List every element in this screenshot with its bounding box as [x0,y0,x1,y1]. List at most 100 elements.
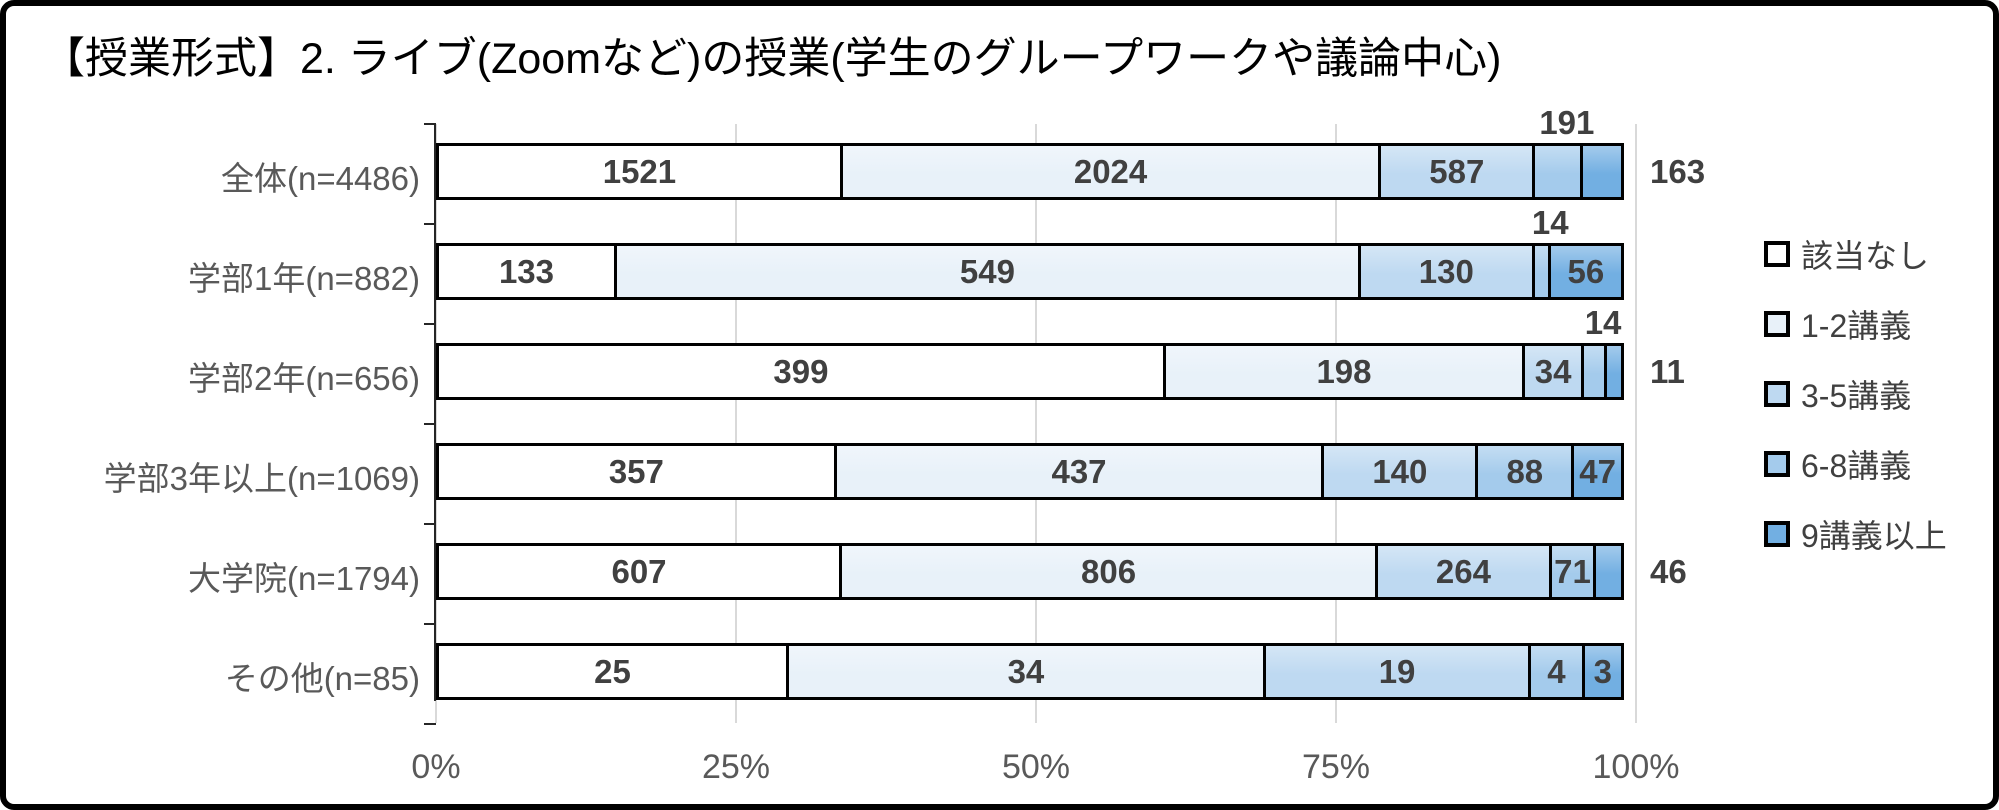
data-label: 140 [1372,452,1428,490]
bar-row: 25 34 19 4 3 [436,643,1636,700]
legend-label: 3-5講義 [1801,378,1912,414]
legend-label: 9講義以上 [1801,518,1947,554]
bar-segment [1532,143,1584,200]
bar-segment: 71 [1548,543,1597,600]
bar-segment: 34 [1522,343,1585,400]
data-label: 264 [1435,552,1491,590]
category-axis-tick [424,223,436,225]
bar-row: 133 549 130 56 [436,243,1636,300]
bar-segment: 133 [436,243,617,300]
bar-segment: 4 [1528,643,1585,700]
data-label: 607 [611,552,667,590]
data-label-outside: 11 [1650,352,1685,390]
data-label: 437 [1051,452,1107,490]
data-label: 56 [1567,252,1605,290]
bar-segment: 549 [613,243,1361,300]
bar-segment: 25 [436,643,789,700]
legend-swatch [1764,381,1790,407]
data-label: 19 [1378,652,1416,690]
category-axis-tick [424,323,436,325]
bar-segment: 19 [1262,643,1532,700]
data-label: 25 [594,652,631,690]
bar-segment: 587 [1378,143,1536,200]
data-label: 130 [1418,252,1474,290]
bar-segment: 437 [833,443,1325,500]
data-label-above: 14 [1584,304,1622,341]
bar-segment: 607 [436,543,843,600]
bar-segment: 88 [1475,443,1575,500]
data-label: 1521 [602,152,677,190]
gridline [1635,124,1637,723]
category-label: 学部2年(n=656) [187,359,420,397]
legend-swatch [1764,241,1790,267]
bar-segment: 399 [436,343,1166,400]
category-label: 大学院(n=1794) [187,559,420,597]
data-label: 71 [1554,552,1591,590]
gridline [1035,124,1037,723]
bar-segment: 357 [436,443,837,500]
bar-segment: 130 [1357,243,1535,300]
data-label: 34 [1534,352,1572,390]
data-label-outside: 163 [1650,152,1706,190]
category-label: 学部3年以上(n=1069) [103,459,420,497]
data-label: 4 [1547,652,1566,690]
bar-segment: 34 [785,643,1266,700]
gridline [1335,124,1337,723]
bar-segment [1593,543,1624,600]
legend-item: 1-2講義 [1764,306,1947,344]
data-label: 198 [1316,352,1372,390]
bar-segment: 198 [1162,343,1526,400]
bar-segment [1531,243,1551,300]
category-label: 全体(n=4486) [220,159,420,197]
legend-label: 1-2講義 [1801,308,1912,344]
legend-swatch [1764,451,1790,477]
bar-segment: 806 [839,543,1379,600]
legend-swatch [1764,311,1790,337]
data-label-above: 191 [1539,104,1595,141]
x-axis-tick-label: 100% [1592,748,1680,786]
x-axis-tick-label: 50% [1001,748,1071,786]
bar-segment: 56 [1547,243,1624,300]
data-label: 399 [773,352,829,390]
data-label: 806 [1081,552,1137,590]
data-label: 133 [498,252,554,290]
chart-title: 【授業形式】2. ライブ(Zoomなど)の授業(学生のグループワークや議論中心) [42,35,1502,83]
data-label: 3 [1593,652,1612,690]
bar-segment: 2024 [839,143,1382,200]
bar-segment [1580,143,1624,200]
legend-swatch [1764,521,1790,547]
data-label: 357 [608,452,664,490]
gridline [735,124,737,723]
category-label: その他(n=85) [224,659,420,697]
bar-segment: 47 [1571,443,1624,500]
x-axis-tick-label: 25% [701,748,771,786]
data-label: 549 [959,252,1015,290]
bar-row: 357 437 140 88 47 [436,443,1636,500]
category-axis-tick [424,723,436,725]
bar-row: 1521 2024 587 [436,143,1636,200]
category-axis-tick [424,123,436,125]
bar-row: 607 806 264 71 [436,543,1636,600]
data-label: 88 [1506,452,1544,490]
gridline [435,124,437,723]
category-axis-line [434,124,436,701]
legend-item: 6-8講義 [1764,446,1947,484]
data-label-outside: 46 [1650,552,1687,590]
legend-item: 該当なし [1764,236,1947,274]
x-axis-tick-label: 75% [1301,748,1371,786]
data-label: 587 [1429,152,1485,190]
legend: 該当なし 1-2講義 3-5講義 6-8講義 9講義以上 [1764,236,1947,586]
bar-row: 399 198 34 [436,343,1636,400]
category-axis-tick [424,523,436,525]
bar-segment [1603,343,1624,400]
data-label: 34 [1007,652,1045,690]
data-label: 47 [1579,452,1616,490]
legend-item: 3-5講義 [1764,376,1947,414]
x-axis-tick-label: 0% [411,748,461,786]
bar-segment: 1521 [436,143,843,200]
legend-label: 6-8講義 [1801,448,1912,484]
category-axis-tick [424,623,436,625]
bar-segment: 3 [1581,643,1624,700]
bar-segment: 140 [1321,443,1479,500]
legend-label: 該当なし [1801,238,1930,274]
